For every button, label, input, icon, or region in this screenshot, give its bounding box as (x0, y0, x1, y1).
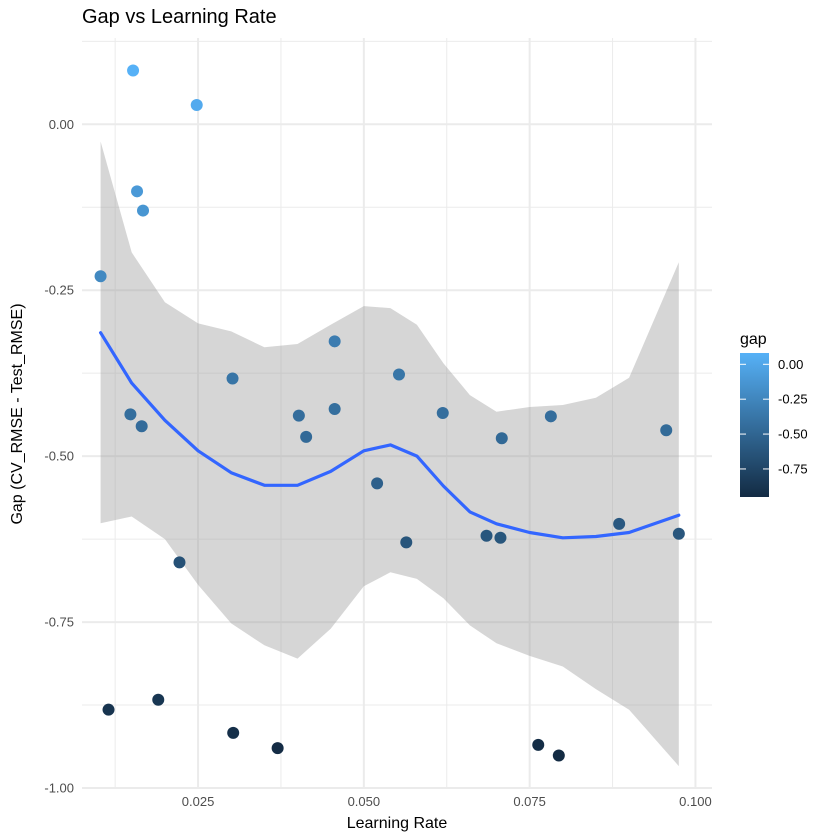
legend-colorbar (740, 353, 769, 497)
data-point (532, 738, 545, 751)
y-tick-label: -0.75 (44, 615, 74, 630)
confidence-ribbon (100, 141, 679, 767)
legend-label: -0.50 (778, 427, 808, 442)
confidence-ribbon-layer (100, 141, 679, 767)
data-point (226, 372, 239, 385)
y-axis-title: Gap (CV_RMSE - Test_RMSE) (9, 303, 26, 524)
x-tick-label: 0.075 (513, 794, 546, 809)
data-point (392, 368, 405, 381)
x-tick-label: 0.100 (679, 794, 712, 809)
legend-label: -0.75 (778, 461, 808, 476)
data-point (292, 409, 305, 422)
data-point (371, 477, 384, 490)
data-point (300, 430, 313, 443)
data-point (613, 517, 626, 530)
data-point (94, 270, 107, 283)
data-point (494, 531, 507, 544)
points-layer (94, 64, 685, 762)
data-point (660, 424, 673, 437)
data-point (152, 693, 165, 706)
data-point (127, 64, 140, 77)
x-axis-title: Learning Rate (347, 815, 448, 832)
data-point (544, 410, 557, 423)
data-point (552, 749, 565, 762)
y-tick-label: -0.25 (44, 283, 74, 298)
legend-label: 0.00 (778, 357, 803, 372)
legend: gap 0.00 -0.25 -0.50 -0.75 (740, 331, 808, 497)
data-point (672, 527, 685, 540)
chart-title: Gap vs Learning Rate (82, 6, 277, 28)
data-point (400, 536, 413, 549)
data-point (124, 408, 137, 421)
data-point (328, 403, 341, 416)
legend-title: gap (740, 331, 767, 348)
x-tick-label: 0.025 (182, 794, 215, 809)
x-tick-labels: 0.025 0.050 0.075 0.100 (182, 794, 712, 809)
smooth-line-layer (99, 331, 681, 540)
legend-label: -0.25 (778, 392, 808, 407)
y-tick-label: 0.00 (49, 117, 74, 132)
smooth-line (99, 331, 681, 540)
grid (82, 38, 712, 789)
data-point (271, 742, 284, 755)
x-tick-label: 0.050 (348, 794, 381, 809)
data-point (131, 185, 144, 198)
y-tick-label: -1.00 (44, 781, 74, 796)
data-point (190, 99, 203, 112)
data-point (436, 407, 449, 419)
data-point (227, 726, 240, 739)
y-tick-label: -0.50 (44, 449, 74, 464)
data-point (495, 432, 508, 445)
data-point (135, 420, 148, 433)
y-tick-labels: 0.00 -0.25 -0.50 -0.75 -1.00 (44, 117, 74, 796)
data-point (328, 335, 341, 348)
data-point (102, 703, 115, 716)
data-point (137, 204, 150, 217)
data-point (173, 556, 186, 569)
data-point (480, 529, 493, 542)
